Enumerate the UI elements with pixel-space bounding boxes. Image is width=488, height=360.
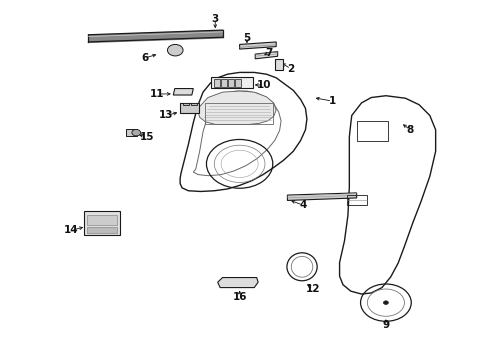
Text: 15: 15	[140, 132, 154, 142]
Bar	[204, 103, 272, 124]
Polygon shape	[239, 42, 276, 49]
Text: 3: 3	[211, 14, 219, 24]
Text: 11: 11	[149, 89, 163, 99]
Polygon shape	[255, 51, 277, 59]
Text: 10: 10	[256, 80, 271, 90]
Bar	[86, 215, 117, 225]
Bar	[126, 129, 137, 136]
Text: 1: 1	[328, 96, 335, 106]
Bar	[227, 79, 233, 87]
Text: 5: 5	[243, 33, 250, 43]
Text: 13: 13	[159, 111, 173, 121]
Text: 4: 4	[299, 200, 306, 210]
Bar	[221, 79, 226, 87]
Bar	[234, 79, 240, 87]
Bar	[356, 121, 387, 140]
Bar	[214, 79, 220, 87]
Text: 2: 2	[286, 64, 294, 74]
Bar	[346, 195, 366, 205]
Polygon shape	[198, 91, 276, 125]
Text: 7: 7	[264, 48, 272, 58]
Text: 12: 12	[305, 284, 319, 294]
Bar	[180, 103, 198, 113]
Bar	[190, 103, 196, 105]
Text: 8: 8	[406, 125, 413, 135]
Polygon shape	[217, 278, 258, 288]
Bar	[211, 77, 252, 88]
Circle shape	[167, 44, 183, 56]
Polygon shape	[274, 59, 282, 69]
Polygon shape	[173, 89, 193, 95]
Text: 14: 14	[64, 225, 79, 235]
Circle shape	[383, 301, 387, 305]
Polygon shape	[287, 193, 356, 201]
Text: 6: 6	[141, 53, 148, 63]
Circle shape	[132, 130, 141, 136]
Bar	[86, 226, 117, 233]
Text: 16: 16	[232, 292, 246, 302]
Bar	[83, 211, 120, 234]
Bar	[183, 103, 188, 105]
Text: 9: 9	[382, 320, 388, 330]
